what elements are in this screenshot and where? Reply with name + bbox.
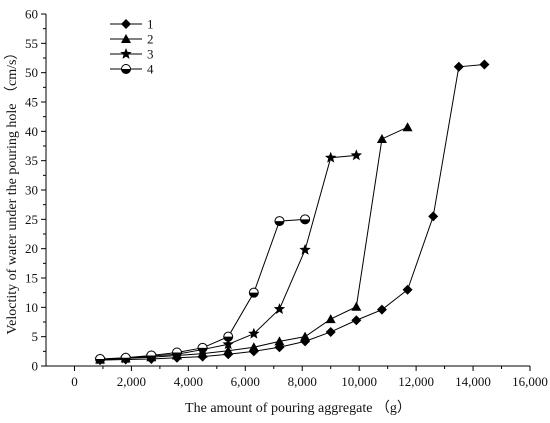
marker-fill [300, 219, 310, 224]
marker-fill [121, 69, 131, 74]
y-tick-label: 10 [25, 300, 38, 315]
x-tick-label: 14,000 [455, 374, 491, 389]
legend-label: 3 [147, 47, 154, 62]
data-point [223, 345, 234, 355]
data-point [300, 331, 311, 341]
x-tick-label: 8,000 [288, 374, 317, 389]
legend-item-3: 3 [110, 47, 154, 62]
data-point [402, 122, 413, 132]
data-point [402, 284, 413, 295]
data-point [274, 216, 285, 227]
data-point [171, 347, 182, 358]
legend-marker [121, 19, 131, 29]
x-axis-title: The amount of pouring aggregate （g） [185, 400, 411, 416]
data-point [299, 243, 311, 255]
legend-marker [120, 48, 132, 59]
legend-item-2: 2 [110, 32, 154, 47]
y-tick-label: 40 [25, 124, 38, 139]
x-tick-label: 16,000 [512, 374, 548, 389]
legend-item-1: 1 [110, 17, 154, 32]
data-point [146, 350, 157, 361]
y-tick-label: 0 [32, 359, 39, 374]
data-point [120, 352, 131, 363]
x-tick-label: 2,000 [117, 374, 146, 389]
y-tick-label: 35 [25, 153, 38, 168]
series-4 [95, 214, 311, 364]
legend-label: 2 [147, 32, 154, 47]
y-tick-label: 30 [25, 183, 38, 198]
series-line [100, 126, 408, 361]
marker-fill [146, 355, 156, 360]
data-point [479, 59, 490, 70]
x-tick-label: 0 [71, 374, 78, 389]
data-point [274, 336, 285, 346]
data-point [351, 301, 362, 311]
data-point [300, 214, 311, 225]
marker-fill [121, 357, 131, 363]
y-tick-label: 15 [25, 271, 38, 286]
y-tick-label: 60 [25, 7, 38, 22]
marker-fill [198, 347, 208, 353]
data-point [197, 348, 208, 358]
data-point [350, 149, 363, 161]
data-point [223, 331, 234, 342]
marker-fill [249, 292, 259, 298]
legend-marker [121, 64, 131, 74]
y-axis-title: Veloctity of water under the pouring hol… [4, 46, 20, 335]
y-tick-label: 45 [25, 95, 38, 110]
data-point [325, 314, 336, 324]
data-point [248, 327, 260, 339]
axes: 0 2,000 4,000 6,000 8,000 10,000 12,000 14,000 1… [25, 7, 548, 390]
x-tick-label: 6,000 [231, 374, 260, 389]
legend-item-4: 4 [110, 62, 154, 77]
data-point [248, 342, 259, 352]
y-tick-label: 25 [25, 212, 38, 227]
series-1 [95, 59, 490, 366]
y-tick-label: 50 [25, 65, 38, 80]
legend-label: 4 [147, 62, 154, 77]
series-layer [94, 59, 490, 366]
data-point [95, 353, 106, 364]
data-point [325, 151, 337, 163]
series-line [100, 63, 485, 361]
data-point [248, 287, 259, 298]
data-point [376, 304, 387, 315]
legend-marker [121, 34, 131, 43]
marker-fill [95, 358, 105, 364]
data-point [351, 315, 362, 326]
marker-fill [274, 221, 284, 226]
marker-fill [172, 352, 182, 358]
data-point [325, 326, 336, 337]
data-point [376, 133, 387, 143]
legend-label: 1 [147, 17, 154, 32]
data-point [453, 61, 464, 72]
series-2 [95, 122, 413, 364]
series-line [100, 154, 357, 361]
marker-fill [223, 336, 233, 342]
data-point [273, 303, 286, 314]
series-line [100, 218, 306, 360]
x-tick-label: 4,000 [174, 374, 203, 389]
x-tick-label: 10,000 [341, 374, 377, 389]
data-point [222, 338, 234, 350]
data-point [197, 342, 208, 353]
y-tick-label: 55 [25, 36, 38, 51]
x-tick-label: 12,000 [398, 374, 434, 389]
data-point [428, 211, 439, 222]
y-tick-label: 5 [32, 329, 39, 344]
y-tick-label: 20 [25, 241, 38, 256]
